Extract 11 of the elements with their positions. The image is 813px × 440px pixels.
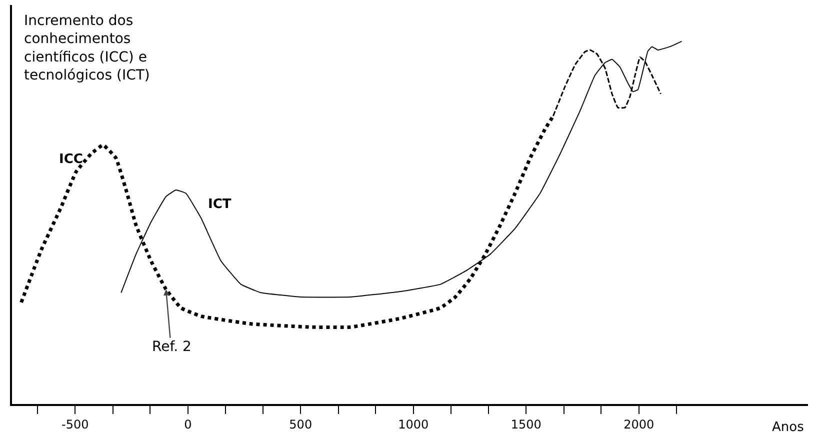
- x-tick-label: 500: [289, 417, 312, 432]
- x-tick-label: 1500: [510, 417, 542, 432]
- annotation: Ref. 2: [152, 339, 192, 355]
- series-label: ICT: [208, 197, 232, 212]
- x-axis-title: Anos: [772, 420, 804, 435]
- x-tick-label: -500: [62, 417, 89, 432]
- x-tick-label: 2000: [624, 417, 654, 432]
- x-tick-label: 0: [184, 417, 192, 432]
- x-tick-label: 1000: [398, 417, 429, 432]
- series-label: ICC: [59, 152, 83, 167]
- y-axis-title: Incremento dos conhecimentos científicos (ICC) e tecnológicos (ICT): [24, 13, 150, 84]
